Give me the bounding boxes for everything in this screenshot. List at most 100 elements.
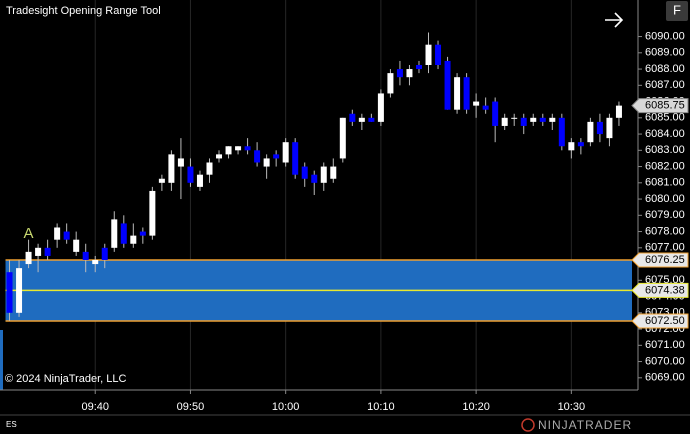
y-tick-label: 6070.00 (645, 355, 685, 367)
candle-body (235, 146, 242, 151)
y-tick-label: 6083.00 (645, 144, 685, 156)
candle-body (615, 105, 622, 118)
candle-body (530, 117, 537, 122)
y-tick-label: 6085.00 (645, 112, 685, 124)
candle-body (349, 113, 356, 122)
f-button-label[interactable]: F (673, 2, 681, 17)
candle-body (596, 121, 603, 135)
candle-body (244, 146, 251, 151)
chart-title: Tradesight Opening Range Tool (6, 5, 161, 17)
price-flag (631, 98, 689, 114)
candle-body (368, 117, 375, 122)
price-flag (631, 282, 689, 298)
candle-body (387, 73, 394, 94)
candle-body (482, 105, 489, 110)
x-tick-label: 10:20 (462, 401, 490, 413)
candle-body (330, 166, 337, 179)
candle-body (377, 93, 384, 122)
candle-body (6, 272, 13, 313)
grid: 09:40 09:50 10:00 10:10 10:20 10:30 (81, 0, 585, 413)
candle-body (92, 260, 99, 265)
candle-body (558, 117, 565, 147)
candle-body (187, 166, 194, 183)
candle-body (282, 142, 289, 163)
side-indicator (0, 330, 3, 390)
candle-body (16, 268, 23, 313)
logo: NINJATRADER (538, 418, 632, 432)
candle-body (149, 190, 156, 236)
candle-body (111, 219, 118, 248)
candle-body (358, 117, 365, 122)
candle-body (263, 158, 270, 167)
candle-body (511, 117, 518, 119)
candle-body (44, 247, 51, 256)
candle-body (473, 101, 480, 106)
range-marker: A (24, 225, 34, 242)
candle-body (454, 77, 461, 110)
candle-body (435, 44, 442, 65)
candle-body (320, 166, 327, 183)
y-tick-label: 6078.00 (645, 225, 685, 237)
candle-body (82, 251, 89, 260)
candle-body (206, 162, 213, 175)
candle-body (177, 158, 184, 167)
y-tick-label: 6080.00 (645, 193, 685, 205)
candle-body (406, 69, 413, 78)
candle-body (577, 142, 584, 147)
y-tick-label: 6087.00 (645, 79, 685, 91)
price-flag (631, 313, 689, 329)
plot: A (5, 32, 632, 322)
candle-body (396, 69, 403, 78)
candle-body (168, 154, 175, 183)
y-tick-label: 6084.00 (645, 128, 685, 140)
candle-body (463, 77, 470, 110)
candle-body (225, 146, 232, 155)
price-flag (631, 252, 689, 268)
logo-icon (521, 418, 535, 432)
candle-body (196, 174, 203, 187)
candle-body (158, 178, 165, 183)
candle-body (139, 231, 146, 236)
candle-body (25, 251, 32, 265)
candle-body (101, 247, 108, 260)
candle-body (425, 44, 432, 65)
arrow-icon[interactable] (605, 12, 624, 28)
candle-body (549, 117, 556, 122)
price-flag-label: 6085.75 (645, 100, 685, 112)
y-tick-label: 6071.00 (645, 339, 685, 351)
candle-body (444, 60, 451, 110)
y-tick-label: 6077.00 (645, 242, 685, 254)
candle-body (63, 231, 70, 240)
price-flag-label: 6074.38 (645, 284, 685, 296)
y-tick-label: 6088.00 (645, 63, 685, 75)
y-tick-label: 6090.00 (645, 30, 685, 42)
candle-body (492, 101, 499, 126)
candle-body (539, 117, 546, 122)
candle-body (301, 166, 308, 179)
f-button[interactable] (666, 1, 688, 21)
copyright: © 2024 NinjaTrader, LLC (5, 373, 126, 385)
candle-body (254, 150, 261, 163)
candle-body (339, 117, 346, 159)
price-flags: 6085.75 6076.25 6074.38 6072.50 (631, 98, 689, 329)
candle-body (606, 117, 613, 139)
instrument: ES (6, 420, 17, 429)
price-flag-label: 6072.50 (645, 315, 685, 327)
candle-body (216, 154, 223, 159)
price-flag-label: 6076.25 (645, 254, 685, 266)
y-tick-label: 6079.00 (645, 209, 685, 221)
candle-body (120, 223, 127, 244)
candle-body (311, 174, 318, 183)
candle-body (568, 142, 575, 151)
y-tick-label: 6081.00 (645, 177, 685, 189)
candle-body (35, 247, 42, 256)
candle-body (520, 117, 527, 126)
x-tick-label: 10:10 (367, 401, 395, 413)
candle-body (130, 235, 137, 244)
candle-body (73, 239, 80, 252)
x-tick-label: 09:40 (81, 401, 109, 413)
y-tick-label: 6082.00 (645, 160, 685, 172)
candle-body (587, 121, 594, 143)
